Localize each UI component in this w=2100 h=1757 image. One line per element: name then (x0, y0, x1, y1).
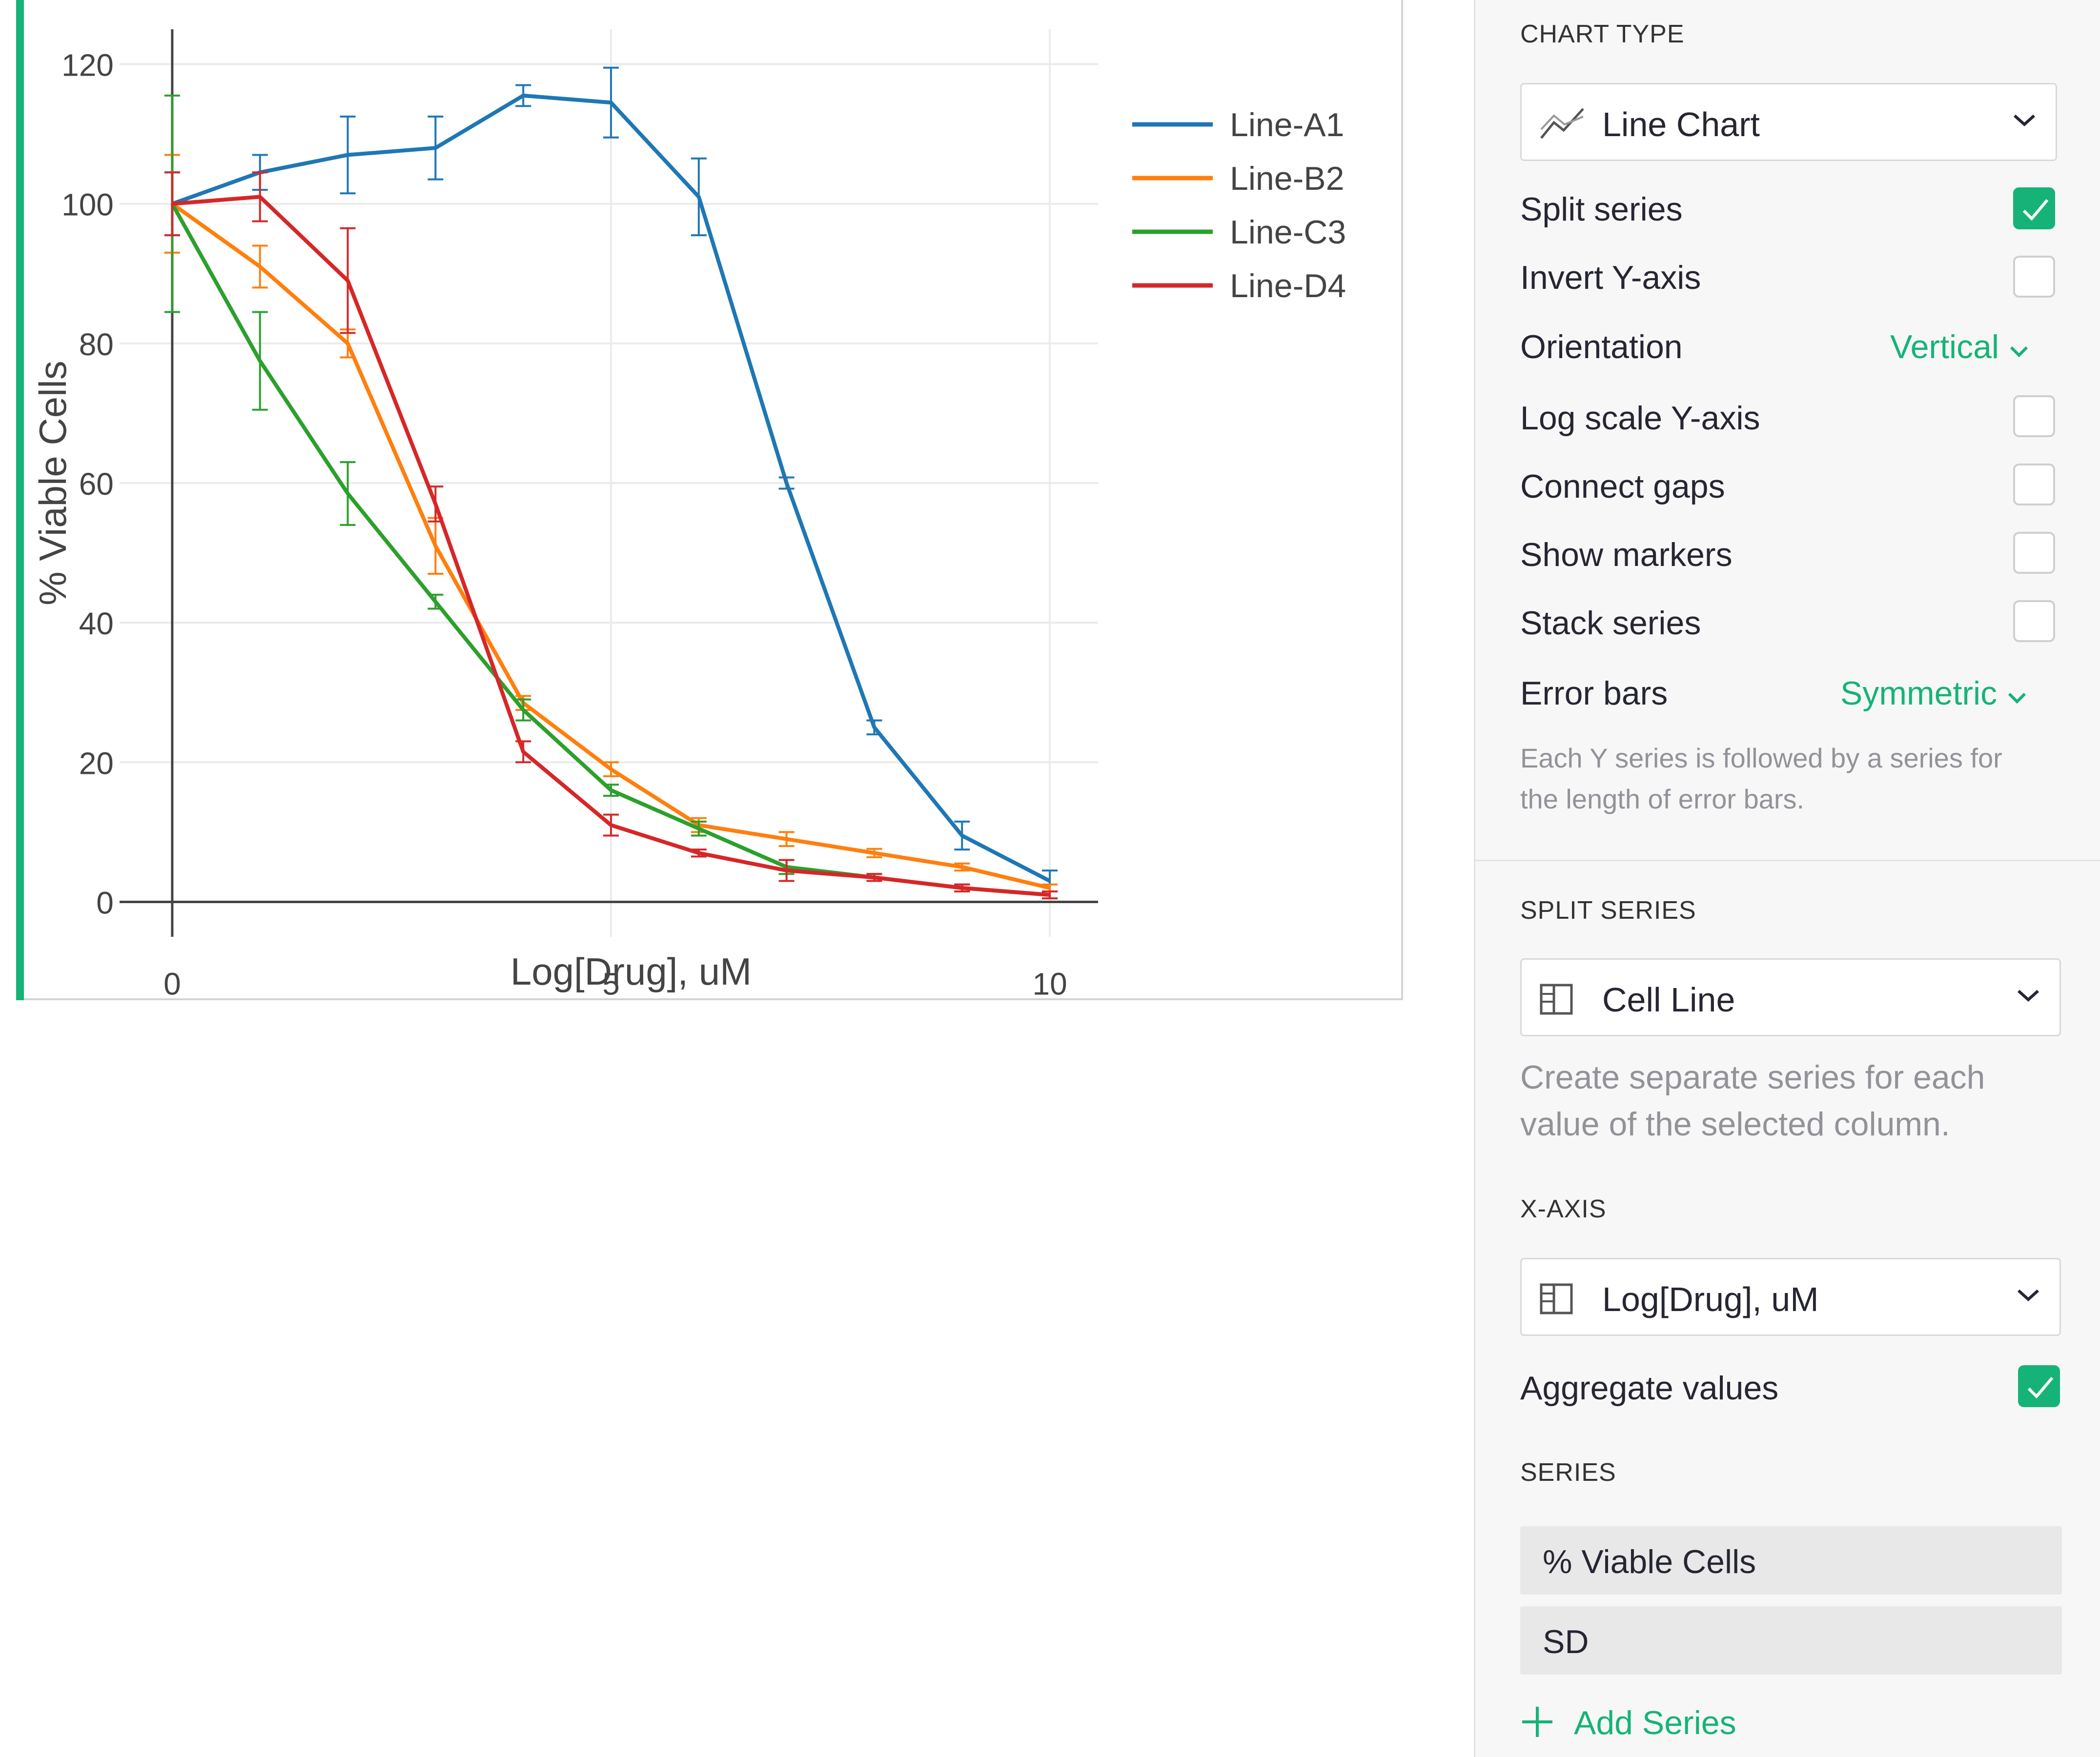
grid-lines (120, 29, 1098, 937)
chart-type-value: Line Chart (1602, 105, 1760, 143)
orientation-label: Orientation (1520, 328, 1683, 365)
legend-label: Line-C3 (1230, 214, 1346, 251)
legend-label: Line-A1 (1230, 106, 1344, 143)
orientation-value: Vertical (1890, 328, 1999, 365)
series-lines (164, 66, 1058, 900)
y-tick-label: 100 (61, 187, 114, 222)
log-y-label: Log scale Y-axis (1520, 400, 1760, 437)
series-item-label: % Viable Cells (1543, 1543, 1756, 1580)
x-tick-label: 10 (1033, 966, 1067, 1001)
chevron-down-icon (2008, 328, 2030, 365)
legend-label: Line-D4 (1230, 267, 1346, 304)
column-icon (1539, 1283, 1573, 1317)
y-tick-label: 120 (61, 48, 114, 83)
chart-type-title: CHART TYPE (1520, 20, 1685, 48)
stack-series-label: Stack series (1520, 605, 1701, 642)
aggregate-values-checkbox[interactable] (2018, 1365, 2060, 1407)
split-series-value: Cell Line (1602, 981, 1735, 1019)
y-tick-label: 80 (79, 327, 114, 362)
y-tick-label: 20 (79, 746, 114, 781)
split-series-hint: Create separate series for each value of… (1520, 1059, 1985, 1143)
x-axis-select[interactable]: Log[Drug], uM (1520, 1258, 2061, 1336)
show-markers-checkbox[interactable] (2013, 532, 2055, 574)
error-bars-label: Error bars (1520, 675, 1668, 712)
log-y-checkbox[interactable] (2013, 395, 2055, 437)
y-tick-label: 40 (79, 606, 114, 641)
axes: 0 20 40 60 80 100 120 0 5 10 (61, 29, 1098, 1001)
chevron-down-icon (2017, 1288, 2040, 1305)
split-series-select[interactable]: Cell Line (1520, 958, 2061, 1036)
connect-gaps-label: Connect gaps (1520, 468, 1725, 505)
x-tick-label: 0 (163, 966, 181, 1001)
x-axis-title: X-AXIS (1520, 1195, 1607, 1223)
chart-selection-accent (16, 0, 24, 1000)
aggregate-values-label: Aggregate values (1520, 1370, 1779, 1407)
chart-type-select[interactable]: Line Chart (1520, 83, 2057, 161)
chevron-down-icon (2013, 113, 2036, 130)
series-item[interactable]: SD (1520, 1606, 2062, 1675)
x-axis-value: Log[Drug], uM (1602, 1280, 1819, 1318)
orientation-dropdown[interactable]: Vertical (1890, 328, 2030, 366)
series-line (172, 195, 1050, 897)
chevron-down-icon (2017, 988, 2040, 1005)
error-bars-hint: Each Y series is followed by a series fo… (1520, 743, 2002, 814)
plus-icon (1520, 1705, 1554, 1747)
error-bars-value: Symmetric (1840, 675, 1998, 712)
show-markers-label: Show markers (1520, 536, 1733, 573)
legend: Line-A1 Line-B2 Line-C3 Line-D4 (1132, 106, 1346, 304)
line-chart: 0 20 40 60 80 100 120 0 5 10 Line-A1 Line-B2 Line-C… (31, 29, 1346, 1001)
chevron-down-icon (2006, 675, 2028, 712)
y-axis-label: % Viable Cells (31, 361, 74, 605)
x-tick-label: 5 (602, 966, 620, 1001)
add-series-label: Add Series (1574, 1704, 1736, 1741)
error-bars-dropdown[interactable]: Symmetric (1840, 674, 2028, 712)
series-item-label: SD (1543, 1623, 1589, 1660)
split-series-title: SPLIT SERIES (1520, 896, 1696, 925)
invert-y-label: Invert Y-axis (1520, 259, 1701, 296)
chart-options-panel: CHART TYPE Line Chart Split series Inver… (1474, 0, 2100, 1757)
series-item[interactable]: % Viable Cells (1520, 1526, 2062, 1595)
legend-label: Line-B2 (1230, 160, 1344, 197)
split-series-checkbox[interactable] (2013, 187, 2055, 229)
invert-y-checkbox[interactable] (2013, 256, 2055, 298)
y-tick-label: 0 (96, 885, 114, 920)
column-icon (1539, 983, 1573, 1018)
series-line-d4 (164, 171, 1058, 900)
series-title: SERIES (1520, 1458, 1616, 1487)
line-chart-icon (1539, 105, 1588, 144)
series-line (171, 93, 1051, 883)
series-line (171, 202, 1051, 890)
section-divider (1475, 860, 2100, 861)
y-tick-label: 60 (79, 466, 114, 502)
series-line-b2 (164, 154, 1058, 892)
connect-gaps-checkbox[interactable] (2013, 464, 2055, 505)
x-axis-label: Log[Drug], uM (510, 950, 752, 993)
stack-series-checkbox[interactable] (2013, 600, 2055, 642)
split-series-label: Split series (1520, 191, 1683, 228)
